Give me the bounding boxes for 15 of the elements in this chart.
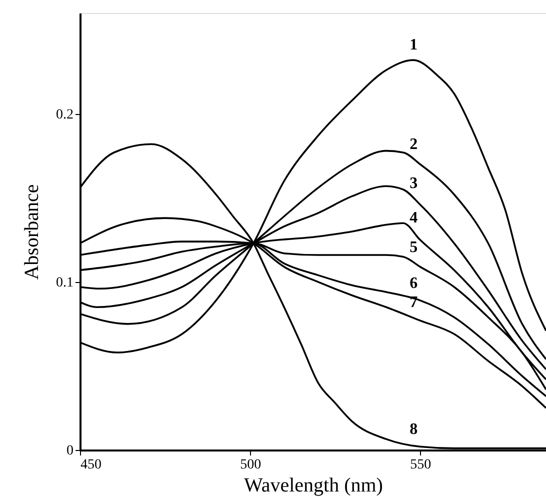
series-label: 8 — [410, 421, 418, 438]
series-label: 5 — [410, 238, 418, 256]
y-axis-title: Absorbance — [21, 184, 43, 280]
x-tick-label: 450 — [80, 458, 102, 472]
series-label: 3 — [410, 174, 418, 192]
series-label: 4 — [410, 209, 418, 226]
x-tick-label: 500 — [240, 458, 262, 472]
x-axis-title: Wavelength (nm) — [244, 474, 383, 496]
series-label: 6 — [410, 274, 418, 292]
x-tick-label: 550 — [410, 458, 432, 472]
y-tick-label: 0.2 — [56, 107, 74, 122]
y-tick-label: 0.1 — [56, 275, 74, 290]
series-label: 2 — [410, 136, 418, 153]
series-label: 1 — [410, 36, 418, 54]
y-tick-label: 0 — [66, 444, 74, 458]
